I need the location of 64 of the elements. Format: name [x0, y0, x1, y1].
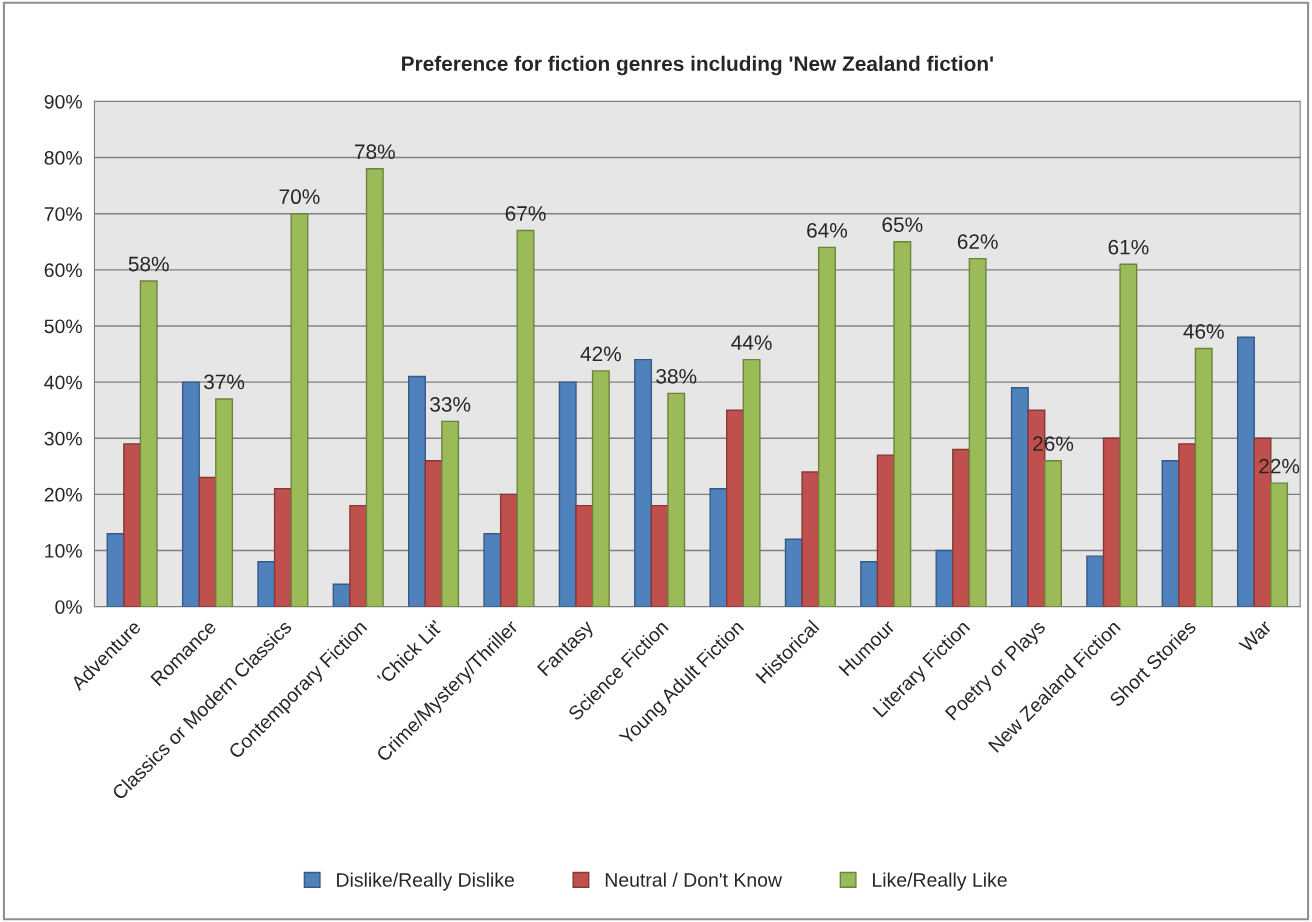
bar — [1010, 387, 1029, 607]
bar — [441, 420, 460, 607]
data-label: 42% — [580, 346, 621, 362]
bar — [893, 241, 912, 607]
bar — [1236, 336, 1255, 607]
y-tick-label: 40% — [44, 375, 82, 390]
bar — [742, 358, 761, 607]
bar — [499, 493, 518, 607]
bar — [801, 471, 820, 607]
data-label: 64% — [807, 222, 848, 238]
y-tick-label: 0% — [55, 600, 82, 614]
legend-label: Dislike/Really Dislike — [337, 872, 514, 891]
data-label: 46% — [1183, 324, 1224, 339]
legend-label: Neutral / Don't Know — [605, 872, 783, 887]
bar — [408, 375, 426, 607]
data-label: 70% — [279, 189, 320, 205]
data-label: 38% — [656, 368, 697, 384]
bar — [968, 257, 987, 607]
x-tick-label: War — [1238, 619, 1273, 654]
bar — [575, 504, 594, 607]
bar — [952, 448, 971, 607]
y-tick-label: 60% — [44, 263, 82, 278]
y-tick-label: 10% — [45, 544, 82, 558]
bar — [591, 370, 610, 607]
bar — [1119, 263, 1138, 607]
bar — [726, 409, 744, 607]
data-label: 67% — [505, 206, 546, 221]
bar — [709, 488, 728, 607]
data-label: 37% — [204, 374, 245, 390]
legend-label: Like/Really Like — [873, 872, 1007, 891]
data-label: 61% — [1108, 239, 1149, 255]
y-tick-label: 70% — [44, 207, 82, 221]
data-label: 65% — [882, 217, 923, 233]
bar — [1086, 555, 1105, 607]
bar — [667, 392, 686, 607]
bar — [558, 381, 577, 607]
bar — [817, 246, 836, 607]
y-tick-label: 90% — [44, 94, 82, 109]
data-label: 62% — [957, 234, 998, 249]
data-label: 58% — [128, 256, 169, 272]
bar — [181, 381, 200, 607]
data-label: 44% — [731, 335, 772, 350]
bar — [365, 168, 384, 607]
y-tick-label: 30% — [44, 431, 82, 446]
bar — [1178, 443, 1197, 607]
bar — [139, 280, 158, 607]
bar — [257, 561, 276, 607]
bar — [290, 213, 309, 607]
y-tick-label: 50% — [44, 319, 82, 334]
bar — [215, 398, 234, 607]
data-label: 33% — [430, 396, 471, 412]
chart-title: Preference for fiction genres including 'New Zealand fiction' — [402, 55, 993, 76]
bar — [860, 561, 879, 607]
bar — [483, 532, 502, 607]
bar — [1044, 460, 1063, 607]
bar — [123, 443, 142, 607]
bar — [634, 358, 653, 607]
bar — [1270, 482, 1289, 607]
data-label: 78% — [355, 144, 395, 160]
y-tick-label: 80% — [44, 151, 82, 165]
bar — [516, 229, 535, 607]
bar — [1194, 347, 1213, 607]
y-tick-label: 20% — [44, 487, 82, 502]
bar — [349, 504, 368, 607]
